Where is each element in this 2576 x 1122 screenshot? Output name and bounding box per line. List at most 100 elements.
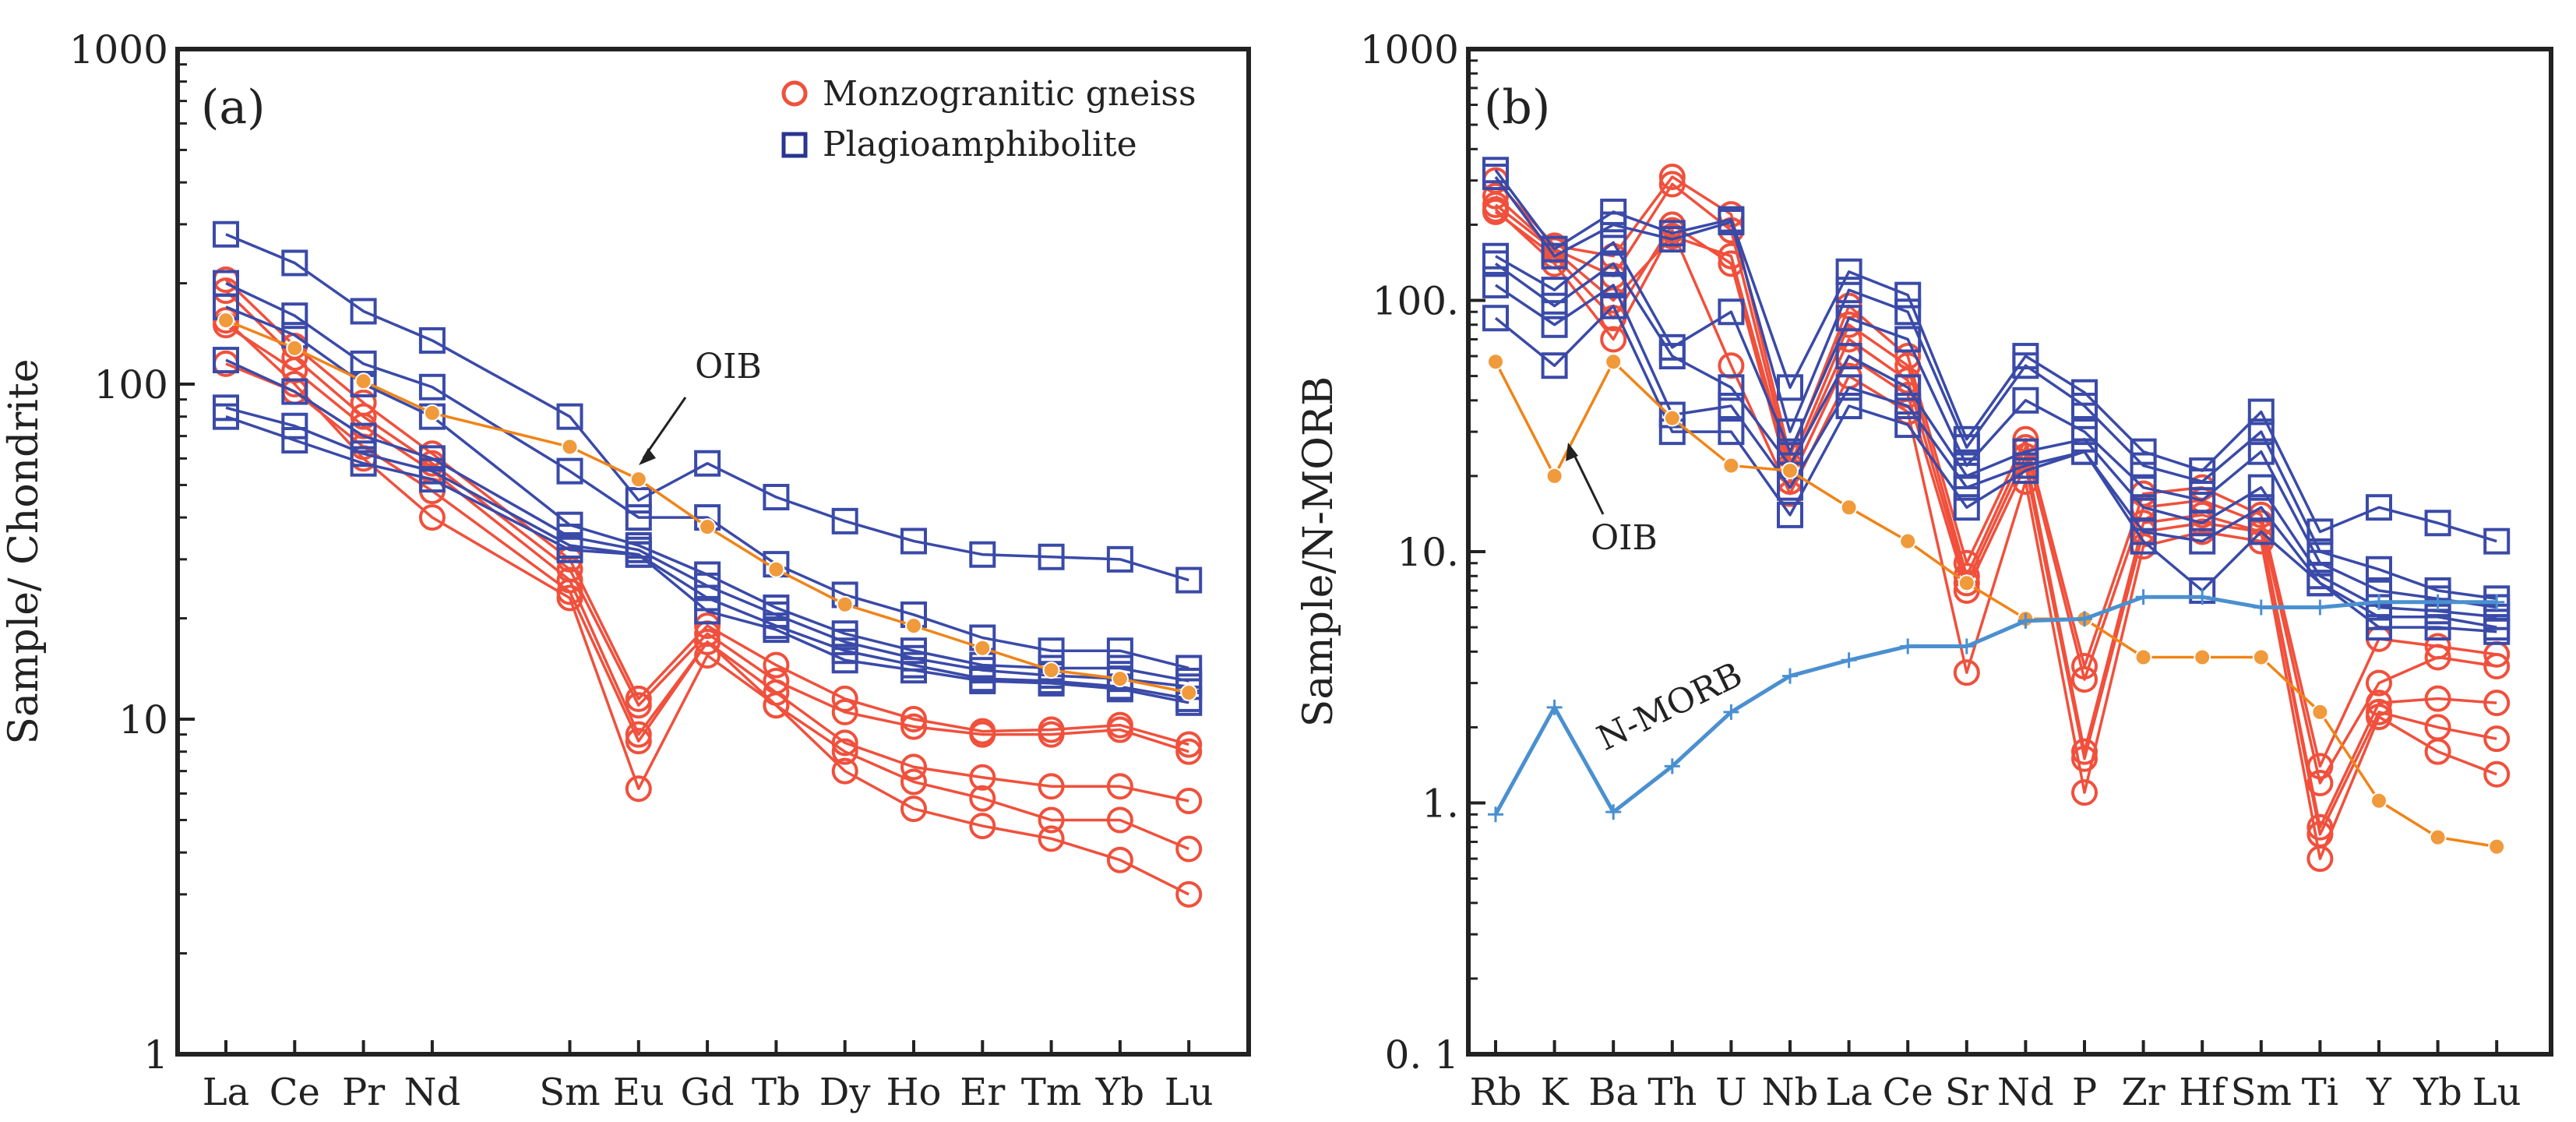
data-point-circle <box>625 721 652 748</box>
data-point-circle <box>1658 171 1686 198</box>
panel-a-legend: Monzogranitic gneiss Plagioamphibolite <box>781 74 1196 164</box>
data-point-square <box>2012 352 2039 379</box>
data-point-circle <box>1175 738 1203 765</box>
data-point-circle <box>2424 738 2451 765</box>
data-point-square <box>2306 570 2334 597</box>
data-point-square <box>418 373 446 400</box>
data-point-circle <box>1482 182 1509 210</box>
data-point-circle <box>900 706 927 732</box>
x-tick-label: La <box>203 1071 250 1114</box>
data-point-square <box>2366 614 2392 641</box>
data-point-square <box>281 412 308 439</box>
data-point-square <box>213 347 239 374</box>
series-oib <box>217 312 1198 701</box>
x-tick-label: Rb <box>1470 1071 1522 1114</box>
data-point-dot <box>1111 670 1129 688</box>
data-point-square <box>1175 566 1203 594</box>
series-line-plagioamphibolite <box>1494 169 2497 543</box>
data-point-circle <box>1106 716 1133 743</box>
data-point-square <box>1718 208 1745 235</box>
data-point-circle <box>900 713 927 740</box>
data-point-circle <box>418 504 446 531</box>
data-point-square <box>2071 393 2098 420</box>
data-point-square <box>1038 543 1065 570</box>
data-point-square <box>418 466 446 493</box>
x-tick-label: Nb <box>1762 1071 1819 1114</box>
data-point-circle <box>2483 760 2511 788</box>
data-point-square <box>831 507 858 535</box>
data-point-dot <box>699 518 717 536</box>
data-point-circle <box>831 685 858 712</box>
x-tick-label: Nd <box>1997 1071 2054 1114</box>
data-point-circle <box>694 612 721 640</box>
data-point-square <box>2247 398 2275 425</box>
data-point-plus <box>1782 668 1798 684</box>
y-tick-label: 1000 <box>69 27 168 72</box>
data-point-dot <box>1958 574 1975 592</box>
data-point-square <box>1600 271 1627 298</box>
series-line-plagioamphibolite <box>1494 175 2497 601</box>
data-point-dot <box>2311 703 2329 721</box>
data-point-circle <box>1658 164 1686 191</box>
data-point-square <box>2130 527 2157 555</box>
data-point-dot <box>1781 462 1799 480</box>
panel-a-y-axis-label: Sample/ Chondrite <box>1 358 48 744</box>
panel-a-x-axis: La Ce Pr Nd Sm Eu Gd Tb Dy Ho Er Tm Yb Lu <box>203 1040 1214 1114</box>
data-point-circle <box>831 738 858 765</box>
data-point-square <box>281 378 308 405</box>
data-point-square <box>1777 501 1803 528</box>
data-point-square <box>1482 305 1509 332</box>
data-point-dot <box>1042 662 1060 679</box>
data-point-plus <box>1900 638 1916 654</box>
data-point-square <box>2483 527 2511 555</box>
data-point-plus <box>1488 806 1503 823</box>
x-tick-label: Zr <box>2121 1071 2165 1114</box>
data-point-plus <box>2017 612 2034 629</box>
data-point-square <box>2189 510 2216 537</box>
data-point-square <box>2247 474 2275 501</box>
data-point-square <box>1482 250 1509 277</box>
x-tick-label: Sm <box>2231 1071 2292 1114</box>
data-point-square <box>2306 518 2334 545</box>
x-tick-label: Hf <box>2179 1071 2228 1114</box>
data-point-square <box>1541 277 1568 304</box>
data-point-plus <box>1841 652 1857 669</box>
data-point-square <box>1953 474 1980 501</box>
x-tick-label: Lu <box>2472 1071 2521 1114</box>
data-point-square <box>1718 393 1745 420</box>
data-point-dot <box>561 438 579 456</box>
data-point-square <box>418 326 446 354</box>
data-point-dot <box>974 639 992 657</box>
data-point-circle <box>625 685 652 712</box>
panel-b-nmorb-plot: 0. 1 1. 10. 100. 1000 Rb K Ba Th U Nb La Ce Sr Nd P Zr H… <box>1295 27 2553 1114</box>
y-tick-label: 10. <box>1397 530 1459 575</box>
data-point-circle <box>2306 769 2334 796</box>
data-point-circle <box>969 785 996 812</box>
data-point-circle <box>213 307 239 334</box>
data-point-square <box>2366 494 2392 521</box>
data-point-square <box>1835 393 1862 420</box>
data-point-circle <box>2424 685 2451 712</box>
data-point-square <box>1541 311 1568 338</box>
data-point-square <box>625 487 652 514</box>
data-point-square <box>1894 374 1922 401</box>
x-tick-label: Ti <box>2302 1071 2338 1114</box>
series-plagioamphibolite <box>213 221 1203 594</box>
data-point-square <box>213 403 239 430</box>
data-point-circle <box>831 698 858 725</box>
data-point-square <box>2247 418 2275 446</box>
panel-b-y-axis: 0. 1 1. 10. 100. 1000 <box>1360 27 1485 1078</box>
data-point-square <box>556 403 583 430</box>
data-point-dot <box>1180 683 1198 701</box>
data-point-square <box>694 598 721 625</box>
data-point-circle <box>969 721 996 748</box>
data-point-dot <box>767 560 785 578</box>
data-point-square <box>1106 545 1133 573</box>
data-point-circle <box>2306 845 2334 873</box>
data-point-circle <box>2366 669 2392 697</box>
x-tick-label: Tb <box>752 1071 801 1114</box>
panel-a-oib-arrow <box>642 397 687 459</box>
data-point-square <box>1541 352 1568 379</box>
data-point-circle <box>900 753 927 781</box>
